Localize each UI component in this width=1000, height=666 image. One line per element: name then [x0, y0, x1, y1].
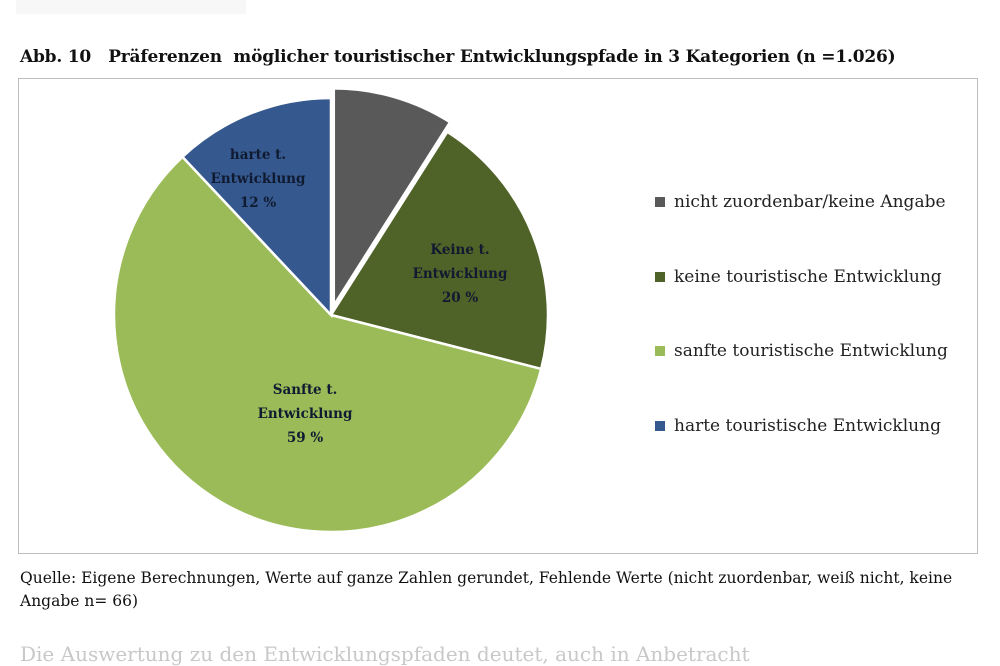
- body-text-faded: Die Auswertung zu den Entwicklungspfaden…: [20, 642, 750, 666]
- legend-label: harte touristische Entwicklung: [674, 415, 941, 436]
- chart-frame: [18, 78, 978, 554]
- legend-swatch: [655, 197, 665, 207]
- legend-item: harte touristische Entwicklung: [655, 416, 948, 491]
- pie-slice-1: [329, 130, 550, 371]
- slice-label: 12 %: [240, 195, 276, 211]
- pie-slice-2: [112, 155, 543, 534]
- faded-header-text: [16, 0, 246, 14]
- slice-label: Keine t.: [430, 242, 489, 258]
- legend-swatch: [655, 420, 665, 431]
- legend-swatch: [655, 346, 665, 356]
- slice-label: harte t.: [230, 147, 286, 163]
- legend-item: keine touristische Entwicklung: [655, 267, 948, 342]
- legend-label: sanfte touristische Entwicklung: [674, 341, 948, 361]
- slice-label: Sanfte t.: [273, 382, 338, 398]
- slice-label: 20 %: [442, 290, 478, 306]
- slice-label: Entwicklung: [413, 266, 508, 282]
- source-note: Quelle: Eigene Berechnungen, Werte auf g…: [20, 569, 953, 610]
- figure-title: Abb. 10 Präferenzen möglicher touristisc…: [20, 47, 896, 67]
- legend-item: nicht zuordenbar/keine Angabe: [655, 192, 948, 267]
- legend-label: nicht zuordenbar/keine Angabe: [674, 192, 946, 212]
- slice-label: 59 %: [287, 430, 323, 446]
- legend-item: sanfte touristische Entwicklung: [655, 341, 948, 416]
- pie-slice-3: [180, 96, 333, 319]
- legend-label: keine touristische Entwicklung: [674, 266, 942, 287]
- pie-slice-0: [332, 87, 452, 310]
- legend-swatch: [655, 271, 665, 282]
- slice-label: Entwicklung: [211, 171, 306, 187]
- legend: nicht zuordenbar/keine Angabe keine touri…: [655, 192, 948, 490]
- slice-label: Entwicklung: [258, 406, 353, 422]
